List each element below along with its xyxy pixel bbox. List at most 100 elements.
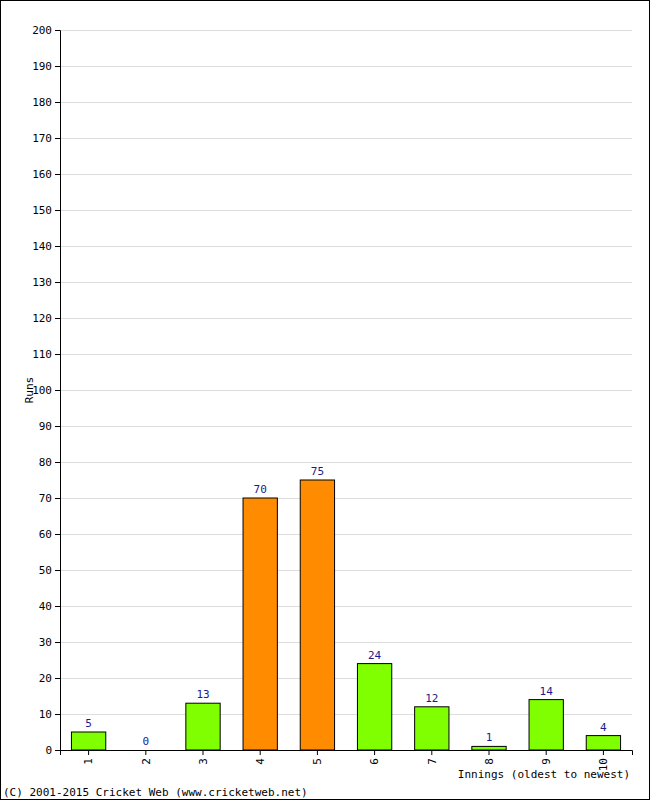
grid-line [60,426,632,427]
y-tick: 100 [32,384,60,397]
bar [186,703,220,750]
y-tick: 150 [32,204,60,217]
data-labels: 5013707524121144 [85,465,607,748]
y-tick-mark [55,426,60,427]
y-tick-label: 200 [32,24,52,37]
y-tick-mark [55,642,60,643]
grid-line [60,642,632,643]
y-tick-mark [55,390,60,391]
data-label: 0 [142,735,149,748]
y-tick-mark [55,246,60,247]
grid [60,30,632,750]
bar [529,700,563,750]
bar [71,732,105,750]
grid-line [60,678,632,679]
data-label: 75 [311,465,324,478]
x-tick: 8 [483,750,496,765]
x-tick-mark [374,750,375,755]
y-tick-label: 120 [32,312,52,325]
x-axis-line [61,751,633,756]
x-tick-label: 2 [140,758,153,765]
y-tick: 200 [32,24,60,37]
y-tick-mark [55,66,60,67]
x-tick-label: 5 [311,758,324,765]
x-tick: 2 [140,750,153,765]
x-tick-mark [145,750,146,755]
x-tick-label: 1 [82,758,95,765]
y-tick-label: 20 [39,672,52,685]
x-tick-label: 3 [197,758,210,765]
y-tick-label: 30 [39,636,52,649]
frame [1,1,650,800]
y-tick: 20 [39,672,60,685]
grid-line [60,390,632,391]
y-tick-mark [55,462,60,463]
y-tick-label: 110 [32,348,52,361]
y-tick-label: 170 [32,132,52,145]
data-label: 24 [368,649,382,662]
y-tick: 30 [39,636,60,649]
x-tick-label: 7 [426,758,439,765]
grid-line [60,246,632,247]
grid-line [60,282,632,283]
x-tick: 6 [368,750,381,765]
bar [300,480,334,750]
y-tick: 70 [39,492,60,505]
bar [586,736,620,750]
plot: 0102030405060708090100110120130140150160… [32,24,632,771]
y-tick-mark [55,750,60,751]
y-tick-mark [55,354,60,355]
y-tick-mark [55,498,60,499]
y-tick: 80 [39,456,60,469]
x-tick: 9 [540,750,553,765]
chart: 0102030405060708090100110120130140150160… [0,0,650,800]
grid-line [60,354,632,355]
data-label: 4 [600,721,607,734]
grid-line [60,570,632,571]
x-tick-mark [546,750,547,755]
data-label: 1 [486,731,493,744]
y-axis: 0102030405060708090100110120130140150160… [32,24,60,757]
x-tick-label: 4 [254,758,267,765]
bar [415,707,449,750]
y-tick: 0 [45,744,60,757]
grid-line [60,210,632,211]
y-tick-label: 180 [32,96,52,109]
bar [357,664,391,750]
grid-line [60,498,632,499]
y-tick: 110 [32,348,60,361]
y-tick: 50 [39,564,60,577]
y-tick-mark [55,282,60,283]
y-tick-label: 40 [39,600,52,613]
y-tick-label: 0 [45,744,52,757]
x-tick: 7 [426,750,439,765]
y-tick-label: 80 [39,456,52,469]
bar [472,746,506,750]
grid-line [60,66,632,67]
y-tick-mark [55,318,60,319]
y-tick-mark [55,138,60,139]
bar [243,498,277,750]
y-tick-label: 160 [32,168,52,181]
y-axis-title: Runs [23,377,36,404]
copyright: (C) 2001-2015 Cricket Web (www.cricketwe… [3,786,308,799]
y-tick: 40 [39,600,60,613]
data-label: 14 [540,685,554,698]
y-tick-label: 140 [32,240,52,253]
y-tick: 190 [32,60,60,73]
y-tick-label: 70 [39,492,52,505]
y-tick: 60 [39,528,60,541]
x-tick-label: 9 [540,758,553,765]
x-tick: 3 [197,750,210,765]
y-axis-line [55,31,61,751]
y-tick: 180 [32,96,60,109]
y-tick: 90 [39,420,60,433]
y-tick-mark [55,534,60,535]
y-tick: 140 [32,240,60,253]
x-tick-mark [603,750,604,755]
y-tick-mark [55,606,60,607]
y-tick-label: 50 [39,564,52,577]
y-tick-label: 130 [32,276,52,289]
y-tick-mark [55,570,60,571]
x-tick: 4 [254,750,267,765]
